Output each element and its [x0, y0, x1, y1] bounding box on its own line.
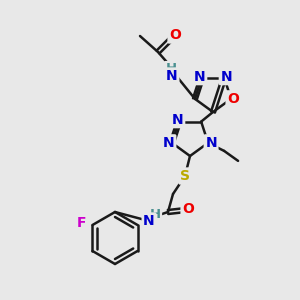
Text: N: N	[143, 214, 155, 228]
Text: N: N	[205, 136, 217, 150]
Text: O: O	[227, 92, 239, 106]
Text: F: F	[77, 216, 86, 230]
Text: O: O	[169, 28, 181, 42]
Text: N: N	[163, 136, 175, 150]
Text: H: H	[165, 62, 177, 76]
Text: H: H	[149, 208, 161, 220]
Text: S: S	[180, 169, 190, 183]
Text: N: N	[172, 112, 184, 127]
Text: O: O	[182, 202, 194, 216]
Text: N: N	[194, 70, 206, 84]
Text: N: N	[166, 69, 178, 83]
Text: N: N	[220, 70, 232, 84]
